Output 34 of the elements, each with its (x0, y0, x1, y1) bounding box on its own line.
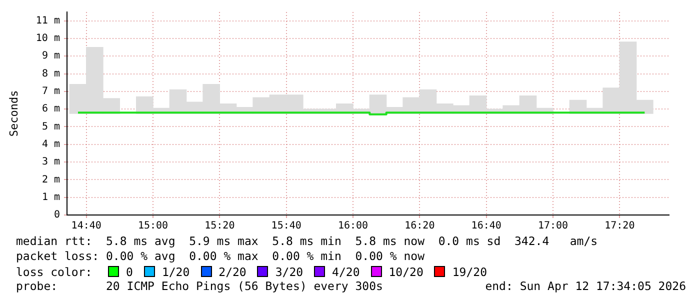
x-tick-label: 16:20 (404, 220, 435, 232)
text: 0 (126, 264, 133, 278)
y-tick-label: 8 m (42, 68, 60, 80)
text: median rtt: 5.8 ms avg 5.9 ms max 5.8 ms min 5.8 ms now 0.0 ms sd 342.4 am/s (16, 234, 599, 249)
y-tick-label: 7 m (42, 86, 60, 98)
x-tick-label: 16:40 (471, 220, 502, 232)
text: 19/20 (452, 264, 487, 278)
x-tick-label: 17:20 (604, 220, 635, 232)
text: probe: 20 ICMP Echo Pings (56 Bytes) every 300s (16, 279, 383, 294)
y-tick-label: 2 m (42, 174, 60, 186)
y-tick-label: 0 (54, 210, 60, 221)
y-tick-label: 3 m (42, 156, 60, 168)
text: 4/20 (332, 264, 360, 278)
y-tick-label: 1 m (42, 192, 60, 203)
text: packet loss: 0.00 % avg 0.00 % max 0.00 % min 0.00 % now (16, 249, 426, 264)
y-tick-label: 5 m (42, 121, 60, 132)
text: 1/20 (162, 264, 190, 278)
y-axis-title: Seconds (7, 90, 20, 137)
x-tick-label: 15:40 (271, 220, 302, 232)
y-tick-label: 10 m (36, 33, 60, 44)
text: 2/20 (218, 264, 246, 278)
text: 3/20 (275, 264, 304, 278)
text: 10/20 (388, 264, 424, 278)
y-tick-label: 6 m (42, 104, 60, 115)
text: end: Sun Apr 12 17:34:05 2026 (485, 279, 686, 294)
x-tick-label: 15:00 (138, 220, 168, 232)
x-tick-label: 16:00 (338, 220, 368, 232)
x-tick-label: 15:20 (204, 220, 235, 232)
x-tick-label: 14:40 (71, 220, 102, 232)
y-tick-label: 4 m (42, 138, 60, 150)
text: loss color: (16, 264, 94, 278)
y-tick-label: 9 m (42, 50, 60, 62)
y-tick-label: 11 m (36, 15, 60, 26)
x-tick-label: 17:00 (538, 220, 568, 232)
